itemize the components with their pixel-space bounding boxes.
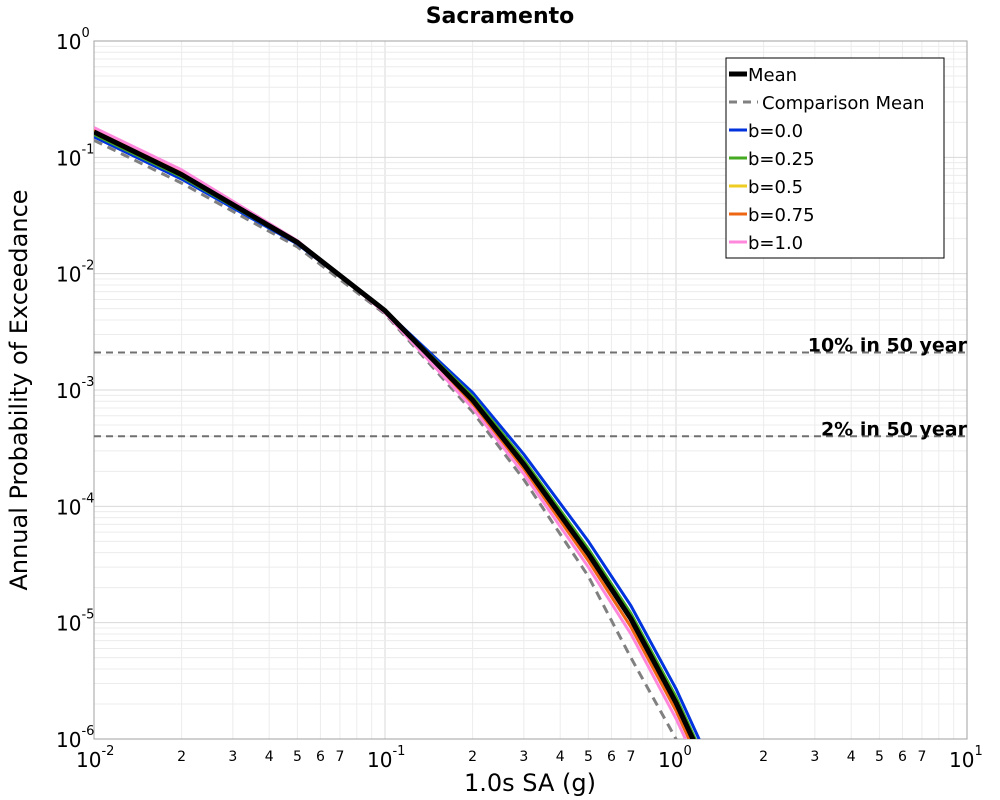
- x-minor-tick-label: 2: [759, 749, 768, 765]
- x-minor-tick-label: 3: [810, 749, 819, 765]
- series-line-comparison-mean: [94, 138, 678, 739]
- x-minor-tick-label: 6: [898, 749, 907, 765]
- legend-entry-label: b=0.5: [748, 177, 803, 198]
- legend-entry-label: Comparison Mean: [762, 93, 925, 114]
- x-minor-tick-label: 4: [556, 749, 565, 765]
- legend-entry-label: b=0.0: [748, 121, 803, 142]
- legend-box: [725, 57, 945, 259]
- x-minor-tick-label: 3: [228, 749, 237, 765]
- x-minor-tick-label: 4: [265, 749, 274, 765]
- series-line-mean: [94, 129, 696, 739]
- x-tick-label: 100: [658, 744, 692, 772]
- legend-entry-label: b=0.25: [748, 149, 815, 170]
- reference-lines-layer: 10% in 50 year 2% in 50 year: [94, 335, 968, 440]
- chart-title: Sacramento: [426, 4, 575, 29]
- series-layer: [94, 126, 701, 739]
- y-tick-label: 10-4: [56, 491, 94, 519]
- legend-entry-label: b=1.0: [748, 233, 803, 254]
- x-minor-tick-label: 4: [847, 749, 856, 765]
- x-tick-label: 101: [949, 744, 983, 772]
- y-tick-label: 10-3: [56, 375, 94, 403]
- plot-area-frame: [93, 40, 968, 740]
- series-line-b-0-25: [94, 133, 697, 739]
- y-tick-label: 10-2: [56, 259, 94, 287]
- legend-entry-label: b=0.75: [748, 205, 815, 226]
- x-minor-tick-label: 7: [917, 749, 926, 765]
- x-axis-label: 1.0s SA (g): [464, 769, 596, 797]
- x-tick-label: 10-2: [76, 744, 114, 772]
- x-minor-tick-label: 7: [335, 749, 344, 765]
- legend: Mean Comparison Mean b=0.0 b=0.25 b=0.5 b=0.7…: [725, 57, 945, 259]
- x-minor-tick-label: 7: [626, 749, 635, 765]
- x-minor-tick-label: 3: [519, 749, 528, 765]
- series-line-b-1-0: [94, 126, 688, 739]
- y-tick-label: 10-6: [56, 724, 94, 752]
- reference-line-label: 2% in 50 year: [821, 418, 968, 440]
- series-line-b-0-5: [94, 130, 694, 739]
- x-minor-tick-label: 5: [875, 749, 884, 765]
- legend-entry-label: Mean: [748, 65, 797, 86]
- x-minor-tick-label: 6: [607, 749, 616, 765]
- y-tick-label: 100: [56, 26, 90, 54]
- x-minor-tick-label: 2: [468, 749, 477, 765]
- x-minor-tick-label: 5: [584, 749, 593, 765]
- x-minor-tick-label: 2: [177, 749, 186, 765]
- x-minor-tick-label: 5: [293, 749, 302, 765]
- x-tick-label: 10-1: [367, 744, 405, 772]
- y-tick-label: 10-5: [56, 608, 94, 636]
- series-line-b-0-75: [94, 128, 691, 739]
- y-axis-label: Annual Probability of Exceedance: [5, 189, 33, 590]
- x-minor-tick-label: 6: [316, 749, 325, 765]
- y-tick-label: 10-1: [56, 142, 94, 170]
- reference-line-label: 10% in 50 year: [808, 335, 968, 357]
